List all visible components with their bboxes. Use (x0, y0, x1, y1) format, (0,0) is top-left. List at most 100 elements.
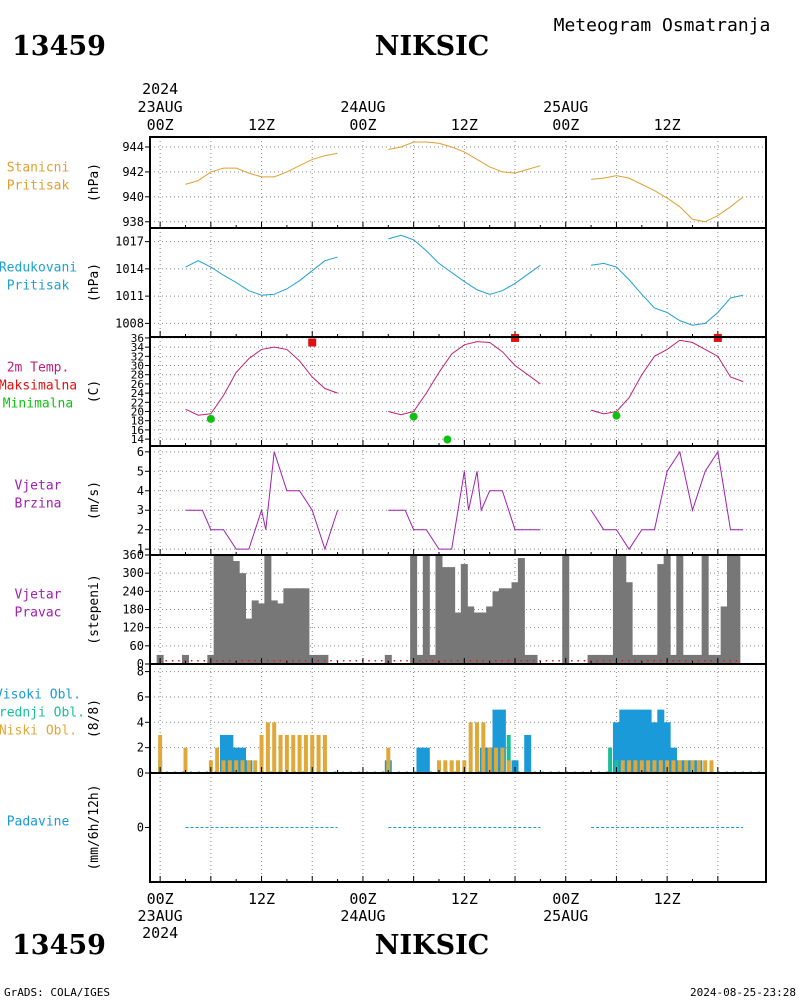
y-axis-title: (C) (87, 380, 102, 403)
wind-direction-bar (429, 654, 437, 664)
x-tick-label: 00Z (552, 116, 579, 134)
wind-direction-bar (524, 654, 532, 664)
cloud-bar (663, 722, 671, 772)
baseline-dot (647, 660, 649, 662)
panel-label: Stanicni (7, 161, 70, 176)
y-tick-label: 1 (137, 542, 144, 556)
x-tick-label: 2024 (142, 924, 178, 942)
panel-frame (149, 227, 767, 338)
baseline-dot (184, 660, 186, 662)
cloud-bar (272, 722, 277, 772)
baseline-dot (628, 660, 630, 662)
y-tick-label: 5 (137, 464, 144, 478)
wind-direction-bar (321, 654, 329, 664)
y-tick-label: 20 (131, 406, 144, 419)
panel-label: Redukovani (0, 261, 77, 276)
wind-direction-bar (612, 555, 620, 664)
cloud-bar (239, 747, 247, 772)
wind-direction-bar (720, 606, 728, 664)
panel-label: Padavine (7, 815, 70, 830)
wind-direction-bar (479, 612, 487, 664)
y-tick-label: 8 (137, 665, 144, 679)
wind-direction-bar (270, 600, 278, 664)
cloud-bar (511, 760, 519, 772)
baseline-dot (336, 660, 339, 662)
wind-direction-bar (619, 555, 627, 664)
tmax-marker (308, 338, 317, 347)
cloud-bar (183, 747, 188, 772)
precipitation-panel: 0 (mm/6h/12h) Padavine (7, 772, 767, 883)
cloud-bar (240, 760, 245, 772)
cloud-bar (652, 760, 657, 772)
cloud-bar (703, 760, 708, 772)
baseline-dot (165, 660, 167, 662)
cloud-bar (633, 760, 638, 772)
baseline-dot (704, 660, 706, 662)
x-tick-label: 12Z (654, 116, 681, 134)
cloud-bar (227, 760, 232, 772)
baseline-dot (659, 660, 662, 662)
baseline-dot (672, 660, 674, 662)
cloud-bar (443, 760, 448, 772)
cloud-bar (646, 760, 651, 772)
station-pressure-panel: 938 940 942 944 (hPa) Stanicni Pritisak (7, 136, 767, 229)
y-tick-label: 0 (137, 821, 144, 835)
station-name-bottom: NIKSIC (375, 930, 489, 961)
cloud-bar (303, 734, 308, 772)
wind-direction-bar (283, 588, 291, 664)
panel-label: Pritisak (7, 179, 70, 194)
wind-direction-panel: 0 60 120 180 240 300 360 (stepeni) Vjetar Pravac (15, 548, 767, 671)
y-tick-label: 26 (131, 378, 144, 391)
x-tick-label: 24AUG (340, 907, 385, 925)
y-tick-label: 120 (122, 621, 144, 635)
baseline-dot (190, 660, 193, 662)
wind-direction-bar (226, 555, 234, 664)
cloud-bar (638, 709, 646, 772)
series-line (388, 234, 541, 295)
cloud-bar (494, 747, 499, 772)
baseline-dot (247, 660, 250, 662)
wind-direction-bar (239, 573, 247, 664)
wind-direction-bar (441, 567, 449, 664)
baseline-dot (241, 660, 244, 662)
cloud-bar (608, 747, 613, 772)
wind-direction-bar (467, 606, 475, 664)
baseline-dot (723, 660, 725, 662)
y-tick-label: 940 (122, 190, 144, 204)
baseline-dot (533, 660, 535, 662)
wind-direction-bar (384, 654, 392, 664)
baseline-dot (634, 660, 636, 662)
wind-direction-bar (530, 654, 538, 664)
baseline-dot (697, 660, 700, 662)
baseline-dot (203, 660, 206, 662)
y-tick-label: 1011 (115, 289, 144, 303)
baseline-dot (444, 660, 446, 662)
x-tick-label: 24AUG (340, 98, 385, 116)
cloud-bar (498, 709, 506, 772)
wind-direction-bar (448, 567, 456, 664)
cloud-bar (322, 734, 327, 772)
y-tick-label: 24 (131, 387, 145, 400)
tmin-marker (612, 411, 621, 420)
panel-label: Brzina (15, 497, 62, 512)
baseline-dot (266, 660, 269, 662)
y-axis-title: (mm/6h/12h) (87, 784, 102, 870)
panel-frame (149, 772, 767, 883)
reduced-pressure-panel: 1008 1011 1014 1017 (hPa) Redukovani Pritisak (0, 227, 767, 338)
panel-label: Vjetar (15, 479, 62, 494)
y-tick-label: 18 (131, 415, 144, 428)
baseline-dot (558, 660, 560, 662)
x-tick-label: 25AUG (543, 98, 588, 116)
cloud-bar (631, 709, 639, 772)
wind-direction-bar (657, 564, 665, 664)
cloud-bar (208, 760, 213, 772)
clouds-panel: 0 2 4 6 8 (8/8) Visoki Obl. Srednji Obl. Niski O… (0, 663, 767, 780)
cloud-bar (278, 734, 283, 772)
cloud-bar (612, 722, 620, 772)
baseline-dot (571, 660, 573, 662)
y-tick-label: 938 (122, 215, 144, 229)
y-tick-label: 180 (122, 603, 144, 617)
baseline-dot (450, 660, 453, 662)
wind-direction-bar (644, 654, 652, 664)
